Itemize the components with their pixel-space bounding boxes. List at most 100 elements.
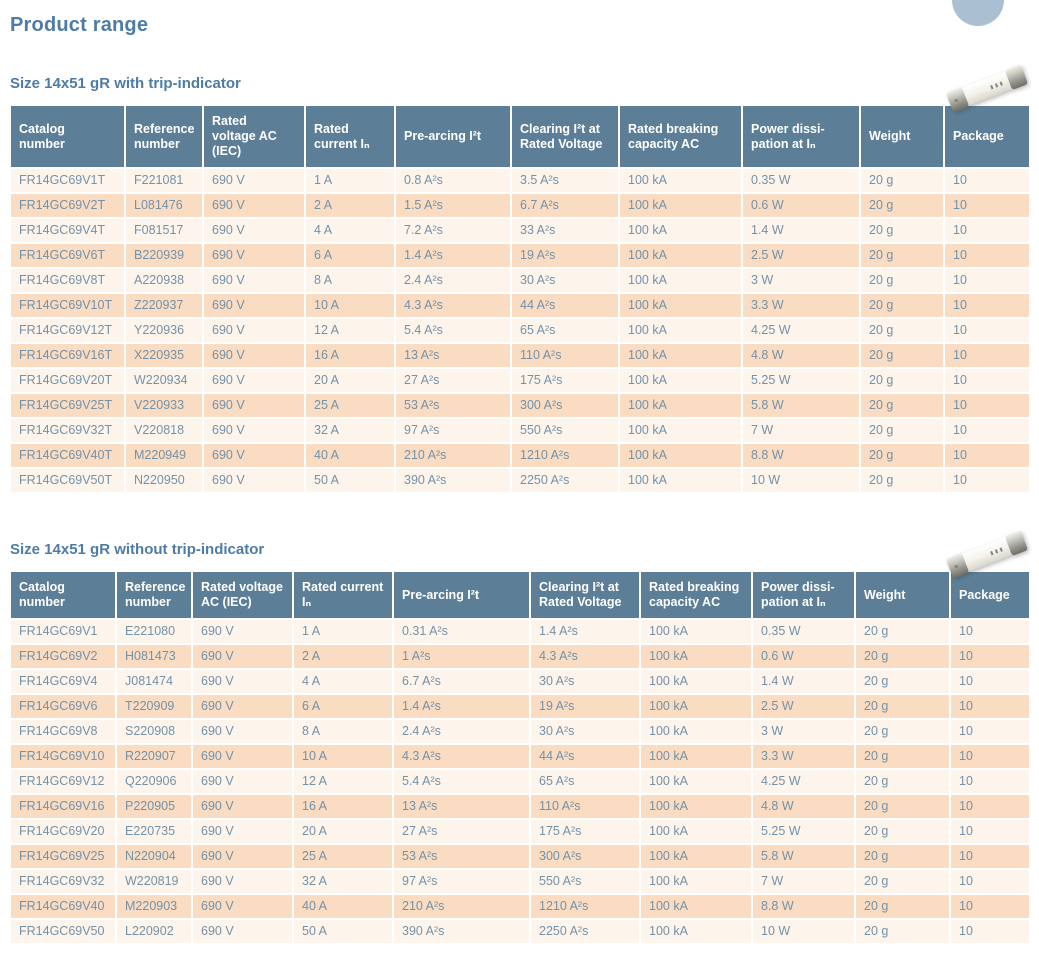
cell: FR14GC69V32T [11, 419, 124, 442]
table-row: FR14GC69V16 P220905 690 V 16 A 13 A²s 110 A²s… [11, 795, 1029, 818]
cell: 690 V [193, 745, 292, 768]
cell: 2.5 W [753, 695, 854, 718]
cell: 10 [945, 444, 1029, 467]
cell: 20 g [861, 219, 943, 242]
cell: 53 A²s [394, 845, 529, 868]
table-wrap-without-trip: Catalog number Reference number Rated volt… [9, 530, 1031, 945]
cell: 20 g [856, 870, 949, 893]
cell: 20 g [856, 845, 949, 868]
table-row: FR14GC69V20 E220735 690 V 20 A 27 A²s 175 A²s… [11, 820, 1029, 843]
cell: 690 V [204, 219, 304, 242]
cell: 65 A²s [531, 770, 639, 793]
cell: FR14GC69V40 [11, 895, 115, 918]
cell: 2 A [306, 194, 394, 217]
cell: FR14GC69V4T [11, 219, 124, 242]
cell: 20 g [861, 444, 943, 467]
table-row: FR14GC69V20T W220934 690 V 20 A 27 A²s 175 A²… [11, 369, 1029, 392]
cell: FR14GC69V1T [11, 169, 124, 192]
cell: 20 g [861, 269, 943, 292]
column-header: Power dissi- pation at Iₙ [753, 572, 854, 618]
cell: N220950 [126, 469, 202, 492]
cell: 10 [945, 344, 1029, 367]
cell: 1 A [306, 169, 394, 192]
product-table-with-trip-indicator: Catalog number Reference number Rated volt… [9, 104, 1031, 494]
cell: 690 V [204, 394, 304, 417]
cell: 100 kA [641, 770, 751, 793]
cell: T220909 [117, 695, 191, 718]
cell: 10 [951, 845, 1029, 868]
cell: 6 A [294, 695, 392, 718]
table-wrap-with-trip: Catalog number Reference number Rated volt… [9, 64, 1031, 494]
fuse-cylinder [945, 64, 1029, 113]
cell: 1 A [294, 620, 392, 643]
cell: V220933 [126, 394, 202, 417]
cell: 100 kA [641, 795, 751, 818]
section-without-trip-indicator: Size 14x51 gR without trip-indicator Cat… [9, 530, 1031, 945]
fuse-marking [990, 80, 1005, 90]
cell: 10 [951, 620, 1029, 643]
cell: 4.8 W [743, 344, 859, 367]
cell: 12 A [294, 770, 392, 793]
cell: 44 A²s [512, 294, 618, 317]
fuse-product-image [943, 64, 1031, 113]
page-content: Product range Size 14x51 gR with trip-in… [0, 14, 1039, 945]
column-header: Clearing I²t at Rated Voltage [512, 106, 618, 167]
cell: 6 A [306, 244, 394, 267]
cell: 7.2 A²s [396, 219, 510, 242]
cell: 30 A²s [531, 670, 639, 693]
cell: 25 A [294, 845, 392, 868]
cell: FR14GC69V20T [11, 369, 124, 392]
cell: 8.8 W [743, 444, 859, 467]
cell: 5.4 A²s [394, 770, 529, 793]
table-row: FR14GC69V25 N220904 690 V 25 A 53 A²s 300 A²s… [11, 845, 1029, 868]
cell: M220949 [126, 444, 202, 467]
cell: 3.3 W [743, 294, 859, 317]
cell: 690 V [193, 695, 292, 718]
cell: 32 A [306, 419, 394, 442]
cell: 10 [951, 820, 1029, 843]
column-header: Clearing I²t at Rated Voltage [531, 572, 639, 618]
cell: W220934 [126, 369, 202, 392]
cell: 2.4 A²s [394, 720, 529, 743]
cell: 690 V [204, 269, 304, 292]
column-header: Package [945, 106, 1029, 167]
cell: N220904 [117, 845, 191, 868]
cell: 10 A [306, 294, 394, 317]
table-row: FR14GC69V32 W220819 690 V 32 A 97 A²s 550 A²s… [11, 870, 1029, 893]
cell: W220819 [117, 870, 191, 893]
cell: 4.3 A²s [531, 645, 639, 668]
cell: 300 A²s [512, 394, 618, 417]
cell: F081517 [126, 219, 202, 242]
cell: 0.6 W [753, 645, 854, 668]
cell: 100 kA [620, 319, 741, 342]
cell: 4 A [306, 219, 394, 242]
cell: 40 A [306, 444, 394, 467]
cell: 100 kA [641, 870, 751, 893]
header-row: Catalog number Reference number Rated volt… [11, 106, 1029, 167]
cell: 3.5 A²s [512, 169, 618, 192]
cell: 4.3 A²s [394, 745, 529, 768]
cell: X220935 [126, 344, 202, 367]
cell: 10 [945, 194, 1029, 217]
cell: 3 W [753, 720, 854, 743]
cell: 20 g [856, 645, 949, 668]
cell: 4.8 W [753, 795, 854, 818]
cell: 10 [951, 870, 1029, 893]
cell: 100 kA [620, 169, 741, 192]
section-heading-without-trip: Size 14x51 gR without trip-indicator [10, 541, 265, 558]
cell: FR14GC69V32 [11, 870, 115, 893]
column-header: Catalog number [11, 572, 115, 618]
table-row: FR14GC69V16T X220935 690 V 16 A 13 A²s 110 A²… [11, 344, 1029, 367]
cell: 2250 A²s [512, 469, 618, 492]
cell: 10 A [294, 745, 392, 768]
cell: 10 [945, 294, 1029, 317]
cell: J081474 [117, 670, 191, 693]
cell: 100 kA [620, 194, 741, 217]
cell: 690 V [204, 344, 304, 367]
cell: 32 A [294, 870, 392, 893]
column-header: Reference number [117, 572, 191, 618]
